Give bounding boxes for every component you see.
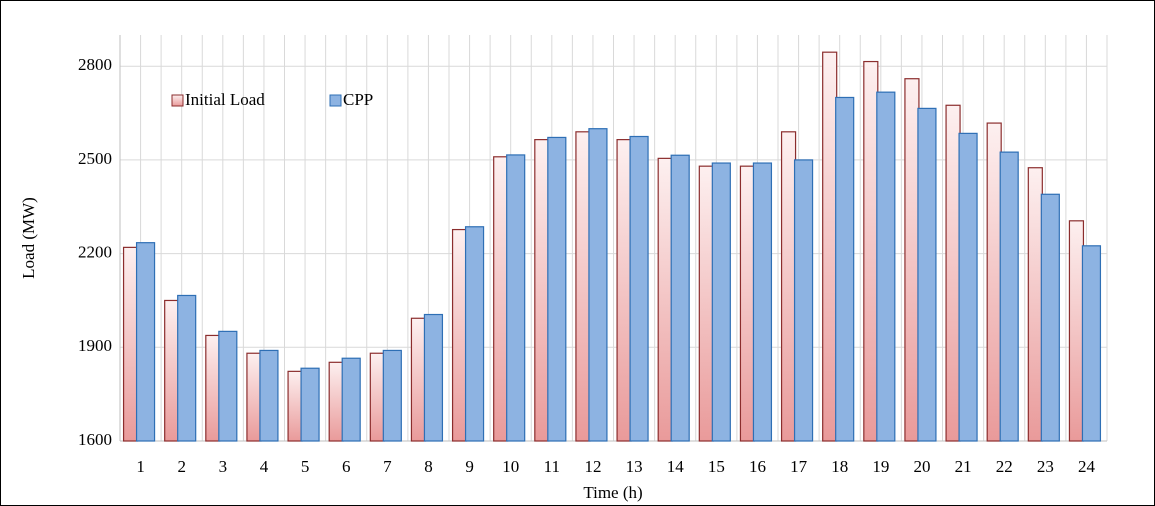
bar	[588, 128, 608, 442]
bar	[835, 96, 855, 442]
x-axis-title: Time (h)	[583, 483, 642, 502]
x-tick-label: 22	[996, 457, 1013, 476]
bar	[506, 154, 526, 442]
bar	[1068, 220, 1085, 442]
bar	[780, 131, 797, 442]
bar	[670, 154, 690, 442]
x-tick-label: 10	[502, 457, 519, 476]
bar	[164, 299, 180, 442]
x-tick-label: 11	[544, 457, 560, 476]
x-tick-label: 1	[136, 457, 145, 476]
bar	[369, 352, 385, 442]
bar	[1027, 167, 1043, 442]
bar	[177, 294, 197, 442]
bar	[451, 228, 468, 442]
bar	[341, 357, 361, 442]
y-tick-label: 2200	[78, 243, 112, 262]
x-tick-label: 20	[913, 457, 930, 476]
x-tick-label: 14	[667, 457, 685, 476]
bar	[629, 135, 649, 442]
x-tick-label: 9	[465, 457, 474, 476]
bar	[205, 334, 221, 442]
legend-label: Initial Load	[185, 90, 265, 109]
bar	[218, 330, 238, 442]
y-axis-title: Load (MW)	[19, 197, 38, 279]
bar	[616, 139, 632, 442]
x-tick-label: 2	[177, 457, 186, 476]
bar	[822, 51, 838, 442]
bar	[793, 159, 814, 442]
bar	[464, 226, 485, 442]
x-tick-label: 7	[383, 457, 392, 476]
bar	[423, 313, 444, 442]
x-tick-label: 21	[955, 457, 972, 476]
x-tick-label: 18	[831, 457, 848, 476]
bar	[711, 162, 731, 442]
bar	[698, 165, 714, 442]
x-tick-label: 24	[1078, 457, 1096, 476]
x-tick-label: 6	[342, 457, 351, 476]
bar	[122, 246, 139, 442]
bar	[328, 361, 344, 442]
x-tick-label: 16	[749, 457, 766, 476]
x-tick-label: 8	[424, 457, 433, 476]
bar	[904, 78, 920, 442]
legend-swatch	[329, 94, 342, 107]
x-tick-label: 4	[260, 457, 269, 476]
bar	[287, 370, 303, 442]
bar	[917, 107, 937, 442]
bar	[945, 104, 961, 442]
legend-swatch	[171, 94, 184, 107]
x-tick-label: 3	[219, 457, 228, 476]
bar	[246, 352, 262, 442]
bar	[958, 132, 978, 442]
bar	[752, 162, 773, 442]
bar	[1081, 245, 1102, 442]
bar	[493, 156, 509, 442]
x-tick-label: 13	[626, 457, 643, 476]
bar	[300, 367, 320, 442]
bar	[986, 122, 1002, 442]
bar	[739, 165, 756, 442]
bar	[135, 242, 156, 442]
y-tick-label: 2500	[78, 149, 112, 168]
bar	[547, 136, 567, 442]
bar	[259, 349, 279, 442]
bar	[575, 131, 591, 442]
bar	[999, 151, 1019, 442]
bar	[534, 139, 550, 442]
y-tick-label: 2800	[78, 55, 112, 74]
x-tick-label: 17	[790, 457, 808, 476]
y-tick-label: 1900	[78, 336, 112, 355]
y-tick-label: 1600	[78, 430, 112, 449]
bar	[863, 60, 879, 442]
bar	[410, 317, 427, 442]
bar	[1040, 193, 1060, 442]
x-tick-label: 19	[872, 457, 889, 476]
bar	[876, 91, 896, 442]
x-tick-label: 15	[708, 457, 725, 476]
bar	[382, 349, 402, 442]
x-tick-label: 5	[301, 457, 310, 476]
x-tick-label: 12	[584, 457, 601, 476]
x-tick-label: 23	[1037, 457, 1054, 476]
legend-label: CPP	[343, 90, 373, 109]
bar	[657, 157, 673, 442]
